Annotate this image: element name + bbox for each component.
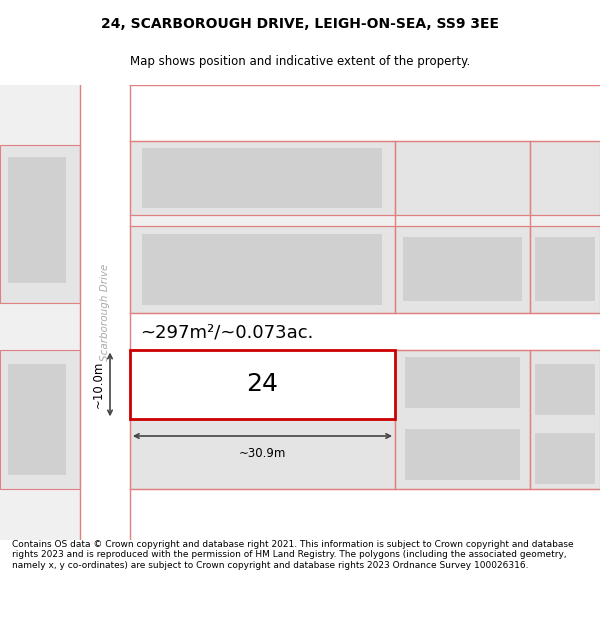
Bar xyxy=(530,141,600,215)
Bar xyxy=(130,349,395,419)
Bar xyxy=(0,349,80,489)
Bar xyxy=(130,312,600,349)
Bar xyxy=(395,141,530,215)
Bar xyxy=(535,238,595,301)
Bar xyxy=(80,85,130,540)
Bar xyxy=(8,364,66,475)
Text: Scarborough Drive: Scarborough Drive xyxy=(100,264,110,361)
Text: 24: 24 xyxy=(247,372,278,396)
Bar xyxy=(142,148,382,208)
Text: ~297m²/~0.073ac.: ~297m²/~0.073ac. xyxy=(140,324,313,342)
Bar xyxy=(142,234,382,305)
Bar xyxy=(535,433,595,484)
Bar xyxy=(405,357,520,408)
Bar xyxy=(130,349,395,489)
Text: Map shows position and indicative extent of the property.: Map shows position and indicative extent… xyxy=(130,55,470,68)
Text: 24, SCARBOROUGH DRIVE, LEIGH-ON-SEA, SS9 3EE: 24, SCARBOROUGH DRIVE, LEIGH-ON-SEA, SS9… xyxy=(101,17,499,31)
Bar xyxy=(130,141,395,215)
Text: ~30.9m: ~30.9m xyxy=(239,447,286,460)
Text: ~10.0m: ~10.0m xyxy=(92,361,105,408)
Bar xyxy=(405,429,520,479)
Bar xyxy=(0,146,80,303)
Bar xyxy=(8,158,66,282)
Bar xyxy=(395,226,530,312)
Text: Contains OS data © Crown copyright and database right 2021. This information is : Contains OS data © Crown copyright and d… xyxy=(12,540,574,570)
Bar xyxy=(403,238,522,301)
Bar xyxy=(130,85,600,141)
Bar xyxy=(535,364,595,414)
Bar xyxy=(130,489,600,540)
Bar xyxy=(530,349,600,489)
Bar xyxy=(530,226,600,312)
Bar xyxy=(130,226,395,312)
Bar xyxy=(395,349,530,489)
